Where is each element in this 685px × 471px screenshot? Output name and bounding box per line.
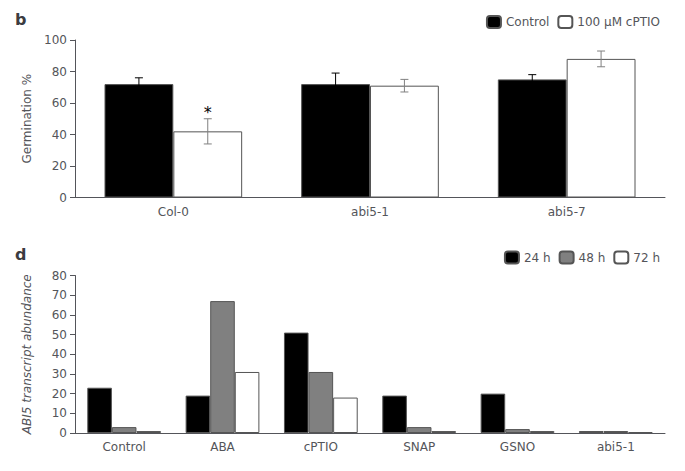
svg-text:ABI5 transcript abundance: ABI5 transcript abundance <box>20 274 34 435</box>
svg-text:Col-0: Col-0 <box>158 205 189 219</box>
svg-text:80: 80 <box>52 269 67 283</box>
svg-text:abi5-1: abi5-1 <box>351 205 389 219</box>
svg-text:10: 10 <box>52 406 67 420</box>
svg-text:b: b <box>15 10 26 29</box>
svg-text:20: 20 <box>52 159 67 173</box>
svg-text:50: 50 <box>52 328 67 342</box>
svg-text:70: 70 <box>52 288 67 302</box>
svg-text:d: d <box>15 245 26 264</box>
svg-text:40: 40 <box>52 347 67 361</box>
svg-text:Germination %: Germination % <box>20 74 34 164</box>
svg-text:SNAP: SNAP <box>403 440 435 454</box>
svg-text:0: 0 <box>59 426 67 440</box>
svg-text:60: 60 <box>52 96 67 110</box>
svg-text:GSNO: GSNO <box>500 440 535 454</box>
svg-text:24 h: 24 h <box>524 251 551 265</box>
svg-text:48 h: 48 h <box>579 251 606 265</box>
svg-text:0: 0 <box>59 191 67 205</box>
svg-text:ABA: ABA <box>210 440 235 454</box>
svg-text:*: * <box>204 103 212 122</box>
svg-text:30: 30 <box>52 367 67 381</box>
svg-text:100: 100 <box>44 33 67 47</box>
svg-text:40: 40 <box>52 128 67 142</box>
svg-text:cPTIO: cPTIO <box>304 440 338 454</box>
svg-text:Control: Control <box>102 440 145 454</box>
svg-text:Control: Control <box>506 15 549 29</box>
svg-text:72 h: 72 h <box>633 251 660 265</box>
svg-text:100 μM cPTIO: 100 μM cPTIO <box>577 15 660 29</box>
svg-text:60: 60 <box>52 308 67 322</box>
svg-text:abi5-1: abi5-1 <box>597 440 635 454</box>
svg-text:abi5-7: abi5-7 <box>548 205 586 219</box>
svg-text:20: 20 <box>52 387 67 401</box>
svg-text:80: 80 <box>52 65 67 79</box>
